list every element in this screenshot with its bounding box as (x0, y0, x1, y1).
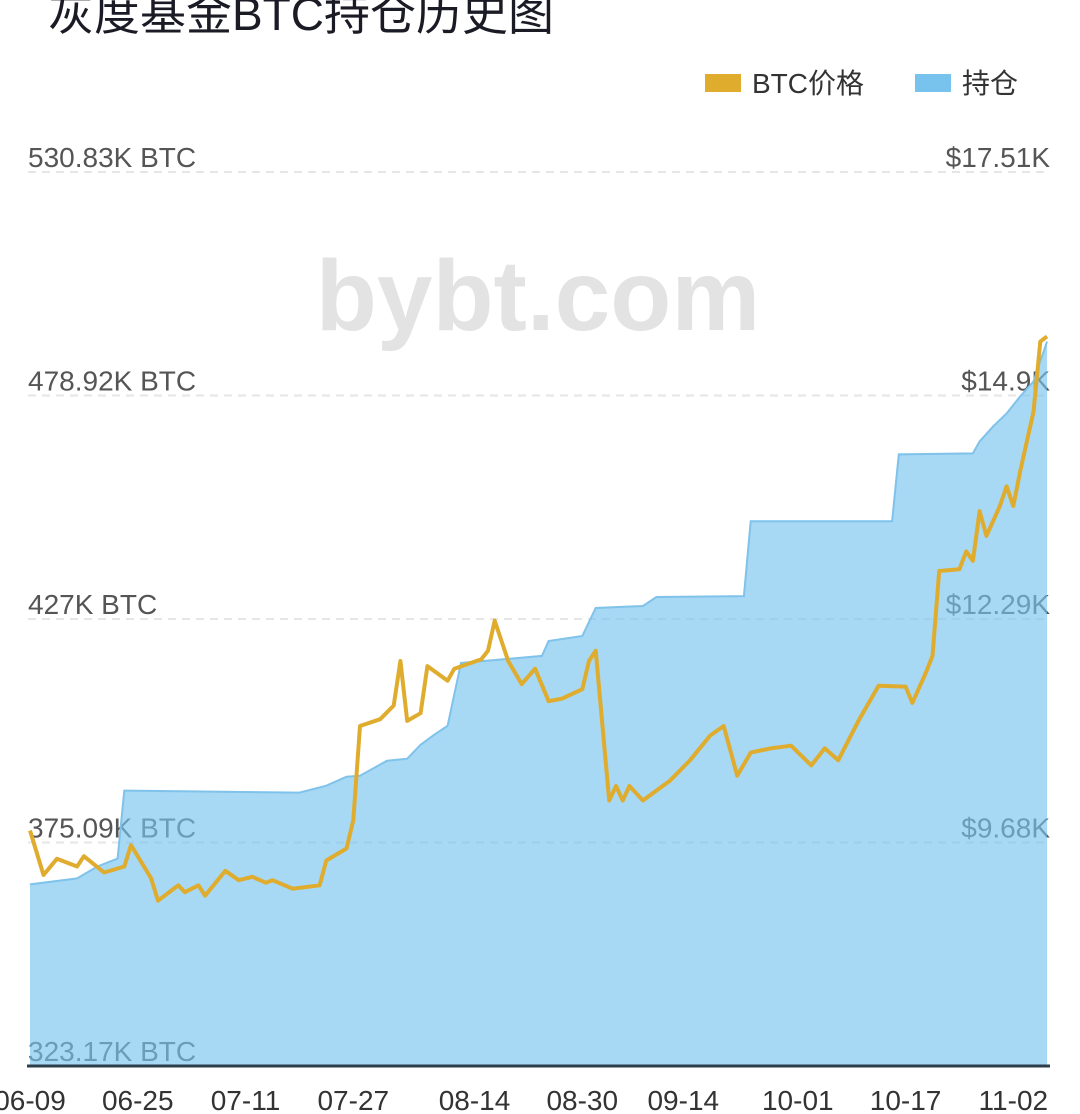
legend: BTC价格 持仓 (705, 68, 1018, 99)
x-tick-label: 07-11 (211, 1085, 281, 1114)
holdings-edge-line (29, 341, 1048, 886)
y-left-tick-label: 530.83K BTC (28, 142, 196, 173)
holdings-area (30, 341, 1047, 1067)
watermark: bybt.com (316, 240, 760, 352)
x-tick-label: 10-01 (762, 1085, 834, 1114)
chart-title: 灰度基金BTC持仓历史图 (48, 0, 554, 40)
x-tick-label: 08-30 (546, 1085, 618, 1114)
legend-swatch-holdings (915, 74, 951, 92)
price-line (28, 334, 1049, 903)
x-tick-label: 09-14 (647, 1085, 719, 1114)
x-tick-label: 08-14 (439, 1085, 511, 1114)
x-tick-label: 10-17 (870, 1085, 942, 1114)
y-left-tick-label: 478.92K BTC (28, 366, 196, 397)
legend-swatch-price (705, 74, 741, 92)
legend-label-price[interactable]: BTC价格 (752, 68, 864, 99)
x-tick-label: 06-25 (102, 1085, 174, 1114)
x-tick-label: 11-02 (979, 1085, 1049, 1114)
y-right-tick-label: $17.51K (946, 142, 1051, 173)
x-tick-label: 07-27 (317, 1085, 389, 1114)
legend-label-holdings[interactable]: 持仓 (962, 68, 1018, 99)
x-tick-label: 06-09 (0, 1085, 66, 1114)
y-left-tick-label: 427K BTC (28, 589, 157, 620)
